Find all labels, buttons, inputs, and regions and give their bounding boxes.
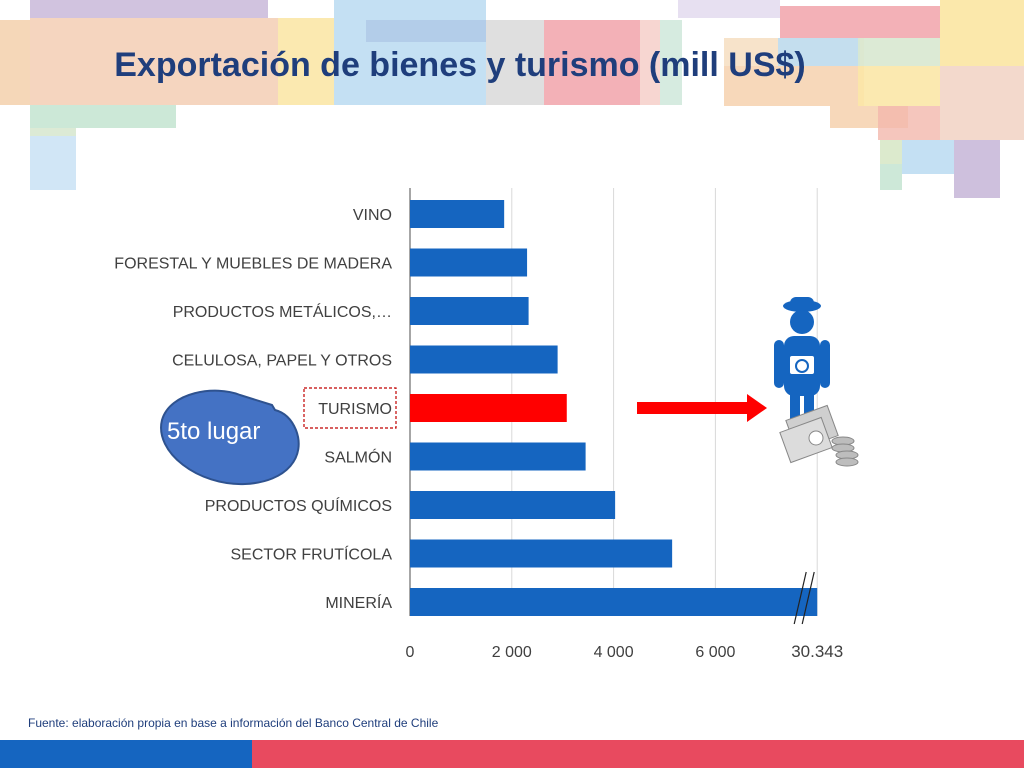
decor-square (366, 20, 486, 42)
decor-square (660, 20, 682, 105)
bar-6 (410, 491, 616, 519)
decor-square (778, 38, 860, 66)
decor-square (940, 66, 1024, 140)
decor-square (640, 20, 660, 105)
decor-square (30, 18, 278, 105)
category-label: SALMÓN (324, 448, 392, 467)
x-tick-label: 2 000 (492, 644, 532, 661)
category-label: PRODUCTOS QUÍMICOS (205, 496, 392, 515)
arrow-shaft (637, 402, 747, 414)
decor-square (0, 20, 30, 105)
category-label: FORESTAL Y MUEBLES DE MADERA (114, 256, 392, 273)
category-label: VINO (353, 207, 392, 224)
callout-label: 5to lugar (167, 418, 261, 445)
decor-square (880, 164, 902, 190)
category-label: PRODUCTOS METÁLICOS,… (173, 302, 392, 321)
decor-square (30, 105, 176, 128)
arrow-head (747, 394, 767, 422)
category-label: MINERÍA (325, 593, 392, 612)
decor-square (678, 0, 780, 18)
decor-square (334, 0, 486, 105)
x-tick-label: 0 (406, 644, 415, 661)
decor-square (486, 20, 544, 105)
decor-square (858, 38, 940, 66)
decor-square (940, 0, 1024, 66)
decor-square (880, 140, 902, 164)
decor-square (780, 6, 940, 38)
axis-break-mark (793, 571, 807, 625)
category-label: TURISMO (318, 401, 392, 418)
bar-4 (410, 394, 567, 422)
bottom-bar-left (0, 740, 252, 768)
x-tick-label: 30.343 (791, 642, 843, 661)
bottom-bar-right (252, 740, 1024, 768)
category-label: SECTOR FRUTÍCOLA (231, 545, 393, 564)
decor-square (278, 18, 334, 105)
bar-7 (410, 539, 673, 568)
bar-5 (410, 442, 586, 471)
x-tick-label: 4 000 (594, 644, 634, 661)
source-note: Fuente: elaboración propia en base a inf… (28, 716, 439, 730)
decor-square (954, 140, 1000, 198)
decor-square (902, 140, 954, 174)
category-label: CELULOSA, PAPEL Y OTROS (172, 353, 392, 370)
slide-title: Exportación de bienes y turismo (mill US… (114, 46, 806, 84)
bar-1 (410, 248, 528, 277)
x-tick-label: 6 000 (695, 644, 735, 661)
decor-square (30, 128, 76, 136)
decor-square (30, 0, 268, 18)
bar-2 (410, 297, 529, 325)
bar-0 (410, 200, 505, 228)
axis-break-mark (801, 571, 815, 625)
decor-square (544, 20, 640, 105)
bar-8 (410, 588, 818, 616)
decor-square (858, 66, 940, 106)
decor-square (724, 66, 864, 106)
decor-square (30, 136, 76, 190)
highlight-box (303, 387, 397, 429)
bar-3 (410, 345, 558, 374)
decor-square (878, 106, 940, 140)
